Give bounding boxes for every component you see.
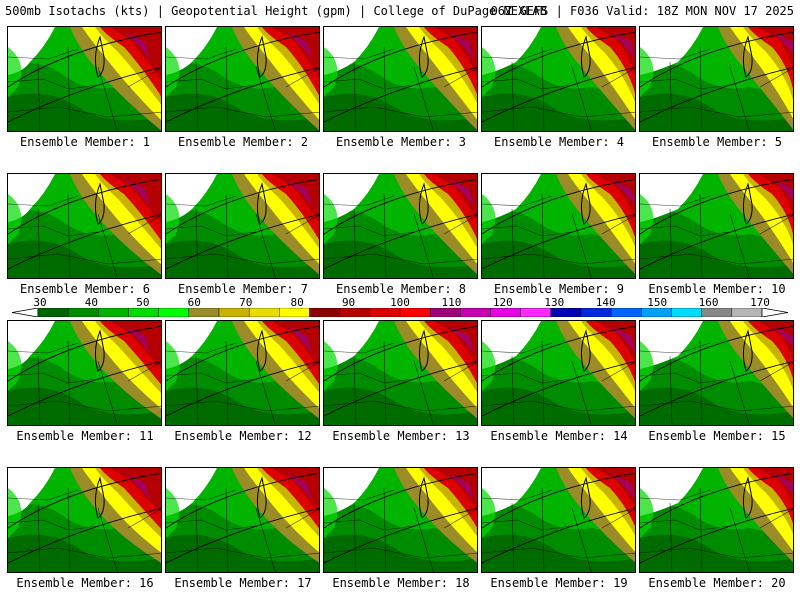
colorbar-cell xyxy=(641,308,672,317)
colorbar-cell xyxy=(490,308,521,317)
ensemble-member-label: Ensemble Member: 12 xyxy=(174,429,312,443)
ensemble-member-label: Ensemble Member: 2 xyxy=(177,135,309,149)
colorbar-cell xyxy=(671,308,702,317)
ensemble-member-map xyxy=(165,26,320,132)
colorbar-cell xyxy=(701,308,733,317)
colorbar-cell xyxy=(580,308,612,317)
colorbar-cell xyxy=(731,308,763,317)
colorbar-cell xyxy=(279,308,310,317)
colorbar-tick-label: 80 xyxy=(290,296,304,309)
colorbar-cell xyxy=(67,308,99,317)
colorbar-cell xyxy=(399,308,431,317)
colorbar-tick-label: 120 xyxy=(492,296,513,309)
ensemble-member-label: Ensemble Member: 20 xyxy=(648,576,786,590)
colorbar-tick-label: 140 xyxy=(595,296,616,309)
ensemble-member-label: Ensemble Member: 19 xyxy=(490,576,628,590)
ensemble-member-map xyxy=(481,467,636,573)
colorbar-cell xyxy=(98,308,129,317)
colorbar-tick-label: 130 xyxy=(544,296,565,309)
ensemble-member-map xyxy=(323,173,478,279)
colorbar-cell xyxy=(218,308,250,317)
ensemble-member-label: Ensemble Member: 13 xyxy=(332,429,470,443)
ensemble-member-map xyxy=(165,320,320,426)
colorbar-cell xyxy=(37,308,69,317)
ensemble-member-label: Ensemble Member: 16 xyxy=(16,576,154,590)
ensemble-member-label: Ensemble Member: 8 xyxy=(335,282,467,296)
ensemble-member-label: Ensemble Member: 9 xyxy=(493,282,625,296)
ensemble-member-label: Ensemble Member: 10 xyxy=(648,282,786,296)
colorbar-cell xyxy=(550,308,582,317)
speed-colorbar xyxy=(12,308,788,317)
colorbar-tick-label: 110 xyxy=(441,296,462,309)
colorbar-tick-label: 70 xyxy=(239,296,253,309)
ensemble-member-label: Ensemble Member: 6 xyxy=(19,282,151,296)
ensemble-member-map xyxy=(639,173,794,279)
ensemble-member-map xyxy=(7,173,162,279)
ensemble-member-map xyxy=(7,467,162,573)
run-valid-time: 06Z GEFS | F036 Valid: 18Z MON NOV 17 20… xyxy=(490,4,794,18)
ensemble-member-label: Ensemble Member: 7 xyxy=(177,282,309,296)
ensemble-member-map xyxy=(7,320,162,426)
ensemble-member-map xyxy=(323,320,478,426)
colorbar-cell xyxy=(610,308,642,317)
colorbar-tick-label: 30 xyxy=(33,296,47,309)
ensemble-member-label: Ensemble Member: 15 xyxy=(648,429,786,443)
colorbar-lower-arrow xyxy=(12,308,39,317)
ensemble-member-map xyxy=(165,467,320,573)
colorbar-tick-label: 60 xyxy=(187,296,201,309)
ensemble-member-label: Ensemble Member: 18 xyxy=(332,576,470,590)
ensemble-member-map xyxy=(639,467,794,573)
colorbar-tick-label: 160 xyxy=(698,296,719,309)
ensemble-member-map xyxy=(165,173,320,279)
colorbar-tick-label: 150 xyxy=(647,296,668,309)
colorbar-tick-label: 50 xyxy=(136,296,150,309)
colorbar-cell xyxy=(128,308,159,317)
colorbar-upper-arrow xyxy=(761,308,788,317)
colorbar-cell xyxy=(188,308,220,317)
ensemble-member-label: Ensemble Member: 4 xyxy=(493,135,625,149)
chart-title: 500mb Isotachs (kts) | Geopotential Heig… xyxy=(5,4,547,18)
colorbar-cell xyxy=(520,308,552,317)
colorbar-cell xyxy=(158,308,190,317)
colorbar-tick-label: 170 xyxy=(750,296,770,309)
colorbar-cell xyxy=(248,308,280,317)
ensemble-member-label: Ensemble Member: 17 xyxy=(174,576,312,590)
colorbar-tick-label: 100 xyxy=(390,296,410,309)
colorbar-cell xyxy=(369,308,401,317)
colorbar-tick-label: 90 xyxy=(341,296,356,309)
ensemble-member-label: Ensemble Member: 5 xyxy=(651,135,783,149)
ensemble-member-map xyxy=(323,26,478,132)
ensemble-member-label: Ensemble Member: 3 xyxy=(335,135,467,149)
colorbar-tick-label: 40 xyxy=(84,296,99,309)
ensemble-member-map xyxy=(323,467,478,573)
colorbar-cell xyxy=(339,308,371,317)
colorbar-cell xyxy=(460,308,491,317)
ensemble-member-map xyxy=(639,320,794,426)
ensemble-member-map xyxy=(481,173,636,279)
colorbar-cell xyxy=(429,308,461,317)
ensemble-member-label: Ensemble Member: 11 xyxy=(16,429,154,443)
ensemble-member-map xyxy=(639,26,794,132)
ensemble-member-map xyxy=(7,26,162,132)
ensemble-member-label: Ensemble Member: 1 xyxy=(19,135,151,149)
ensemble-member-map xyxy=(481,320,636,426)
ensemble-member-map xyxy=(481,26,636,132)
colorbar-cell xyxy=(309,308,340,317)
ensemble-member-label: Ensemble Member: 14 xyxy=(490,429,628,443)
